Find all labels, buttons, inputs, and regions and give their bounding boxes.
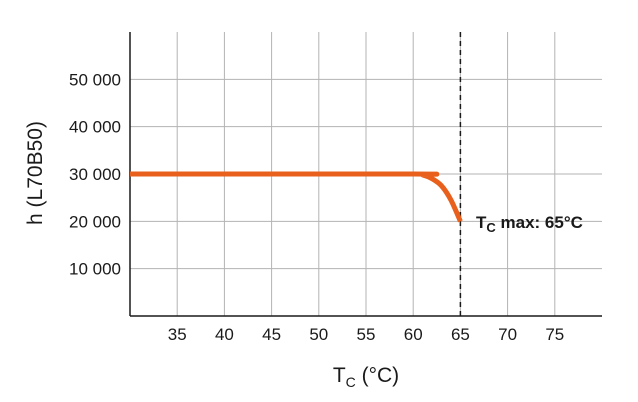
x-tick-label: 40 bbox=[215, 325, 234, 344]
x-tick-label: 65 bbox=[451, 325, 470, 344]
label-layer: 35 40 45 50 55 60 65 70 75 10 000 20 000 30 000 40 0… bbox=[69, 70, 564, 344]
series-layer bbox=[129, 32, 463, 316]
tc-max-annotation: TC max: 65°C bbox=[476, 213, 583, 235]
x-tick-label: 35 bbox=[168, 325, 187, 344]
x-tick-label: 55 bbox=[357, 325, 376, 344]
x-tick-label: 75 bbox=[545, 325, 564, 344]
x-tick-label: 50 bbox=[309, 325, 328, 344]
x-tick-label: 60 bbox=[404, 325, 423, 344]
annotation-rest: max: 65°C bbox=[496, 213, 583, 232]
x-axis-title-main: T bbox=[333, 364, 346, 387]
annotation-subscript: C bbox=[486, 220, 496, 235]
annotation-main: T bbox=[476, 213, 487, 232]
y-axis-title: h (L70B50) bbox=[24, 121, 47, 225]
y-tick-label: 50 000 bbox=[69, 70, 121, 89]
lifetime-curve bbox=[129, 171, 463, 223]
x-axis-title: TC (°C) bbox=[333, 364, 399, 390]
x-tick-label: 70 bbox=[498, 325, 517, 344]
y-tick-label: 20 000 bbox=[69, 212, 121, 231]
x-axis-title-subscript: C bbox=[346, 374, 356, 390]
x-axis-title-unit: (°C) bbox=[356, 364, 399, 387]
y-tick-label: 30 000 bbox=[69, 165, 121, 184]
x-tick-label: 45 bbox=[262, 325, 281, 344]
y-tick-label: 40 000 bbox=[69, 118, 121, 137]
y-tick-label: 10 000 bbox=[69, 260, 121, 279]
